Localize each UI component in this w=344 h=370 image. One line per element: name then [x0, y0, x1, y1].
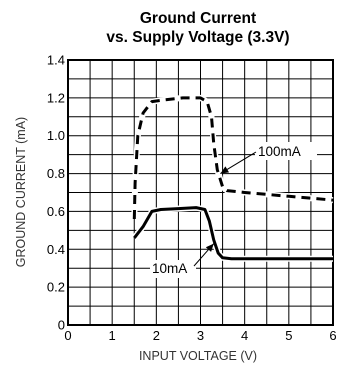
annotation-10mA-arrowhead: [205, 243, 214, 252]
y-tick-label: 0: [58, 318, 65, 333]
y-tick-label: 0.6: [47, 204, 65, 219]
x-tick-label: 0: [64, 328, 71, 343]
y-tick-label: 1.2: [47, 90, 65, 105]
annotation-10mA-label: 10mA: [152, 261, 187, 276]
y-tick-label: 1.0: [47, 128, 65, 143]
x-tick-label: 4: [241, 328, 248, 343]
x-tick-label: 5: [285, 328, 292, 343]
x-tick-label: 2: [153, 328, 160, 343]
series-lines: [131, 94, 334, 262]
x-axis-label: INPUT VOLTAGE (V): [139, 349, 257, 363]
plot-frame: [67, 59, 334, 326]
annotation-10mA: 10mA: [150, 243, 215, 278]
x-tick-label: 6: [329, 328, 336, 343]
annotation-100mA-label: 100mA: [258, 144, 301, 159]
y-tick-label: 0.2: [47, 280, 65, 295]
tick-labels: 0 1 2 3 4 5 6 0 0.2 0.4 0.6 0.8 1.0 1.2 1.4: [47, 53, 337, 344]
series-halo: [131, 204, 333, 262]
series-line-10mA: [133, 206, 333, 261]
series-line-100mA: [132, 96, 334, 220]
y-axis-label: GROUND CURRENT (mA): [14, 117, 28, 267]
annotation-100mA: 100mA: [220, 142, 317, 174]
x-tick-label: 1: [109, 328, 116, 343]
y-tick-label: 0.8: [47, 166, 65, 181]
annotation-100mA-arrowhead: [220, 166, 230, 174]
chart-title: Ground Current: [140, 10, 256, 27]
chart-subtitle: vs. Supply Voltage (3.3V): [106, 29, 289, 46]
y-tick-label: 0.4: [47, 242, 65, 257]
x-tick-label: 3: [197, 328, 204, 343]
y-tick-label: 1.4: [47, 53, 65, 68]
